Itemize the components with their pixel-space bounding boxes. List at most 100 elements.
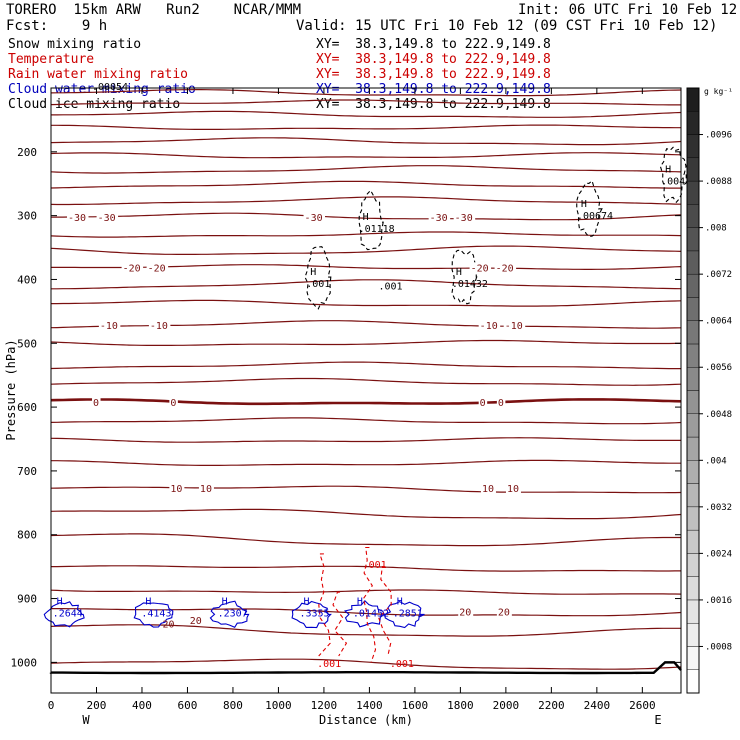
temperature-contour [51, 279, 682, 290]
temperature-contour [50, 231, 682, 238]
axes: 0 200 400 600 800 1000 1200 1400 1600 1800 2000 220… [4, 87, 682, 727]
colorbar-segment [686, 250, 700, 275]
contour-outline [43, 601, 85, 628]
temperature-label: 10 [200, 484, 212, 495]
contour-outline [451, 249, 478, 305]
colorbar-tick-label: .0032 [705, 503, 732, 513]
legend-xy-snow: XY= 38.3,149.8 to 222.9,149.8 [316, 37, 551, 52]
temperature-label: 20 [498, 607, 510, 618]
temperature-label-bg [96, 211, 119, 223]
contour-outline [304, 246, 332, 310]
colorbar: .0096 .0088 .008 .0072 .0064 .0056 .0048 .004 .0… [686, 87, 733, 694]
x-tick-label: 2000 [493, 699, 520, 712]
rain-contour [318, 553, 331, 657]
temperature-contour [50, 361, 681, 370]
x-axis-label: Distance (km) [319, 713, 413, 727]
high-value: .2307 [218, 608, 248, 619]
temperature-label: -10 [100, 321, 118, 332]
colorbar-segment [686, 111, 700, 135]
colorbar-segment [686, 413, 700, 438]
temperature-contour [50, 196, 682, 206]
high-marker: H [581, 199, 587, 210]
temperature-label: 0 [480, 398, 486, 409]
temperature-label: -30 [68, 213, 86, 224]
colorbar-segment [686, 669, 700, 694]
temperature-label: 10 [170, 484, 182, 495]
legend-label-rain: Rain water mixing ratio [8, 67, 189, 82]
colorbar-segment [686, 576, 700, 601]
legend-xy-rain: XY= 38.3,149.8 to 222.9,149.8 [316, 67, 551, 82]
contour-outline [659, 146, 687, 204]
temperature-label-bg [428, 211, 451, 223]
temperature-contour [51, 459, 681, 466]
colorbar-tick-label: .008 [705, 224, 727, 234]
temperature-label: 10 [507, 484, 519, 495]
temperature-contour [50, 508, 682, 520]
colorbar-segment [686, 134, 700, 159]
temperature-contour [50, 165, 682, 174]
colorbar-segment [686, 227, 700, 252]
colorbar-segment [686, 483, 700, 508]
temperature-label-bg [121, 262, 144, 274]
colorbar-segment [686, 180, 700, 205]
temperature-label-bg [503, 319, 526, 331]
temperature-contour [51, 124, 681, 130]
y-axis-label: Pressure (hPa) [4, 339, 18, 440]
temperature-label-bg [67, 211, 89, 223]
temperature-contour [50, 180, 681, 189]
contour-outline [291, 600, 332, 629]
temperature-contour [50, 624, 681, 637]
temperature-label: -10 [505, 321, 523, 332]
colorbar-segment [686, 553, 700, 577]
high-marker: H [57, 596, 63, 607]
contour-outline [576, 179, 603, 238]
rain-contour [332, 591, 348, 657]
temperature-contour [51, 110, 682, 118]
contour-outline [358, 189, 384, 251]
terrain-surface [49, 661, 682, 675]
colorbar-segment [686, 87, 700, 112]
y-tick-label: 400 [17, 273, 37, 286]
y-tick-label: 300 [17, 210, 37, 223]
temperature-label-bg [478, 319, 501, 331]
temperature-label-bg [169, 483, 185, 495]
temperature-contour [50, 437, 681, 443]
temperature-label: 0 [170, 398, 176, 409]
temperature-contour [50, 245, 682, 255]
x-tick-label: 1200 [311, 699, 338, 712]
x-tick-label: 400 [132, 699, 152, 712]
temperature-label-bg [458, 606, 474, 618]
temperature-label: 0 [498, 398, 504, 409]
colorbar-segment [686, 157, 700, 182]
contour-value-label: .00054 [92, 82, 128, 93]
legend-label-cloud-ice: Cloud ice mixing ratio [8, 97, 181, 112]
temperature-label-bg [198, 483, 214, 495]
contour-value-label: 20 [162, 619, 174, 630]
x-tick-label: 1600 [402, 699, 429, 712]
x-tick-label: 800 [223, 699, 243, 712]
contour-value-label: .001 [379, 282, 403, 293]
temperature-contour [50, 212, 682, 221]
high-marker: H [456, 267, 462, 278]
temperature-label: 10 [482, 484, 494, 495]
x-tick-label: 600 [178, 699, 198, 712]
temperature-contour [51, 264, 682, 270]
colorbar-tick-label: .0024 [705, 549, 732, 559]
temperature-contour [50, 417, 682, 425]
temperature-label-bg [92, 396, 101, 408]
x-tick-label: 2400 [584, 699, 611, 712]
colorbar-tick-label: .0096 [705, 131, 732, 141]
temperature-label: -20 [148, 263, 166, 274]
y-tick-label: 700 [17, 465, 37, 478]
x-end-label-east: E [654, 713, 661, 727]
x-tick-label: 200 [87, 699, 107, 712]
colorbar-segment [686, 529, 700, 554]
colorbar-tick-label: .0088 [705, 177, 732, 187]
temperature-contour [50, 152, 682, 159]
high-marker: H [397, 596, 403, 607]
colorbar-tick-label: .0064 [705, 317, 732, 327]
temperature-contour [51, 608, 682, 617]
temperature-label: -30 [430, 213, 448, 224]
temperature-label: -10 [480, 321, 498, 332]
